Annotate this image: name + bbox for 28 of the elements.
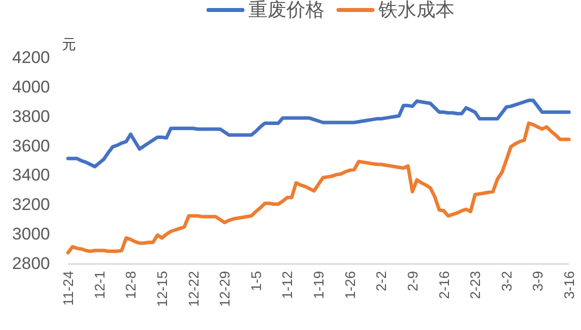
y-axis-title: 元: [62, 36, 76, 52]
x-tick-label: 2-23: [467, 270, 484, 300]
x-tick-label: 1-12: [279, 270, 296, 300]
x-tick-label: 1-19: [310, 270, 326, 300]
x-tick-label: 2-16: [436, 270, 452, 300]
x-tick-label: 2-9: [404, 270, 420, 292]
x-tick-label: 3-9: [530, 270, 546, 292]
x-tick-label: 3-16: [561, 270, 577, 300]
y-tick-label: 3200: [12, 195, 50, 214]
x-tick-label: 2-2: [373, 270, 390, 292]
y-tick-label: 3400: [12, 166, 50, 185]
y-tick-label: 4000: [12, 77, 50, 96]
x-tick-label: 1-26: [342, 270, 358, 300]
y-tick-label: 4200: [12, 48, 50, 67]
x-tick-label: 12-8: [122, 270, 139, 300]
x-tick-label: 12-29: [216, 270, 233, 307]
y-tick-label: 3600: [12, 136, 50, 156]
y-tick-label: 2800: [12, 254, 50, 273]
y-tick-label: 3000: [12, 224, 50, 244]
x-tick-label: 1-5: [248, 270, 264, 292]
x-tick-label: 11-24: [60, 270, 76, 306]
y-tick-label: 3800: [12, 106, 50, 126]
legend-label: 重废价格: [248, 0, 324, 21]
x-tick-label: 12-22: [185, 270, 202, 307]
legend-label: 铁水成本: [378, 0, 454, 21]
x-tick-label: 12-1: [91, 270, 108, 300]
x-tick-label: 12-15: [154, 270, 170, 307]
x-tick-label: 3-2: [498, 270, 514, 292]
